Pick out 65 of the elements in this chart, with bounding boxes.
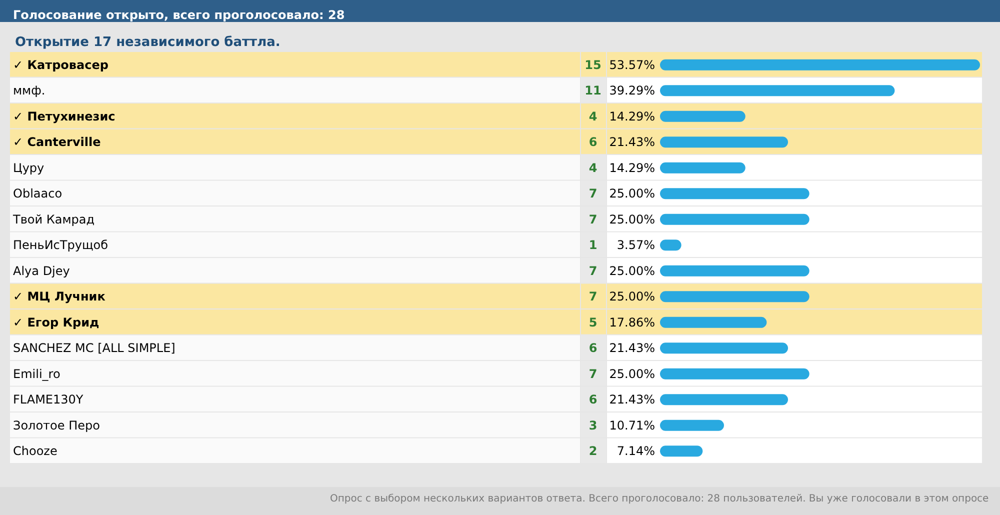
text: 11: [584, 84, 602, 98]
data-label: 17.86%: [609, 315, 655, 330]
data-label: 7.14%: [616, 444, 655, 458]
data-label: 39.29%: [609, 84, 655, 98]
data-label: 25.00%: [609, 366, 655, 381]
text: Открытие 17 независимого баттла.: [15, 35, 280, 50]
data-label: 14.29%: [609, 109, 655, 124]
data-label: 25.00%: [609, 212, 655, 226]
bar: [660, 136, 788, 148]
text: 3: [588, 418, 598, 432]
y-tick-label: Твой Камрад: [12, 212, 95, 226]
data-label: 25.00%: [609, 186, 655, 201]
bar: [660, 420, 724, 431]
y-tick-label: ✓ МЦ Лучник: [13, 290, 106, 304]
text: 7: [588, 290, 598, 304]
text: 7: [588, 366, 598, 381]
y-tick-label: ✓ Петухинезис: [13, 109, 116, 124]
y-tick-label: FLAME130Y: [13, 392, 84, 407]
y-tick-label: Emili_ro: [13, 366, 60, 381]
y-tick-label: Chooze: [13, 444, 58, 458]
data-label: 25.00%: [609, 264, 655, 278]
bar: [660, 291, 810, 302]
data-label: 21.43%: [609, 392, 655, 407]
bar: [660, 265, 810, 276]
data-label: 53.57%: [609, 58, 655, 72]
y-tick-label: Alya Djey: [13, 264, 70, 278]
bar: [660, 188, 810, 200]
bar: [660, 85, 895, 96]
data-label: 21.43%: [609, 135, 655, 150]
data-label: 10.71%: [609, 418, 655, 432]
text: 6: [588, 392, 598, 407]
text: Опрос с выбором нескольких вариантов ответа. Всего проголосовало: 28 пользователей. Вы уже голосовали в этом опросе: [330, 494, 989, 504]
bar: [660, 214, 810, 225]
data-label: 21.43%: [609, 341, 655, 356]
text: 5: [588, 315, 598, 330]
data-label: 3.57%: [616, 238, 655, 252]
data-label: 14.29%: [609, 160, 655, 175]
bar: [660, 162, 746, 174]
y-tick-label: ПеньИсТрущоб: [13, 238, 108, 252]
text: 7: [588, 186, 598, 201]
text: 6: [588, 341, 598, 356]
bar: [660, 316, 767, 328]
bar: [660, 368, 810, 380]
y-tick-label: Золотое Перо: [13, 418, 100, 432]
y-tick-label: Oblaaco: [13, 186, 62, 201]
bar: [660, 446, 703, 457]
text: 4: [588, 160, 598, 175]
y-tick-label: ммф.: [13, 84, 46, 98]
y-tick-label: SANCHEZ MC [ALL SIMPLE]: [13, 341, 176, 356]
text: 7: [588, 212, 598, 226]
y-tick-label: ✓ Егор Крид: [13, 315, 100, 330]
text: 7: [588, 264, 598, 278]
bar: [660, 342, 788, 354]
text: 6: [588, 135, 598, 150]
bar: [660, 110, 746, 122]
bar: [660, 394, 788, 406]
text: 1: [588, 238, 598, 252]
text: 15: [584, 58, 602, 72]
y-tick-label: ✓ Катровасер: [13, 58, 109, 72]
data-label: 25.00%: [609, 290, 655, 304]
text: Голосование открыто, всего проголосовало: 28: [13, 8, 345, 22]
text: 2: [588, 444, 598, 458]
y-tick-label: Цуру: [13, 160, 44, 175]
text: 4: [588, 109, 598, 124]
y-tick-label: ✓ Canterville: [13, 135, 101, 150]
